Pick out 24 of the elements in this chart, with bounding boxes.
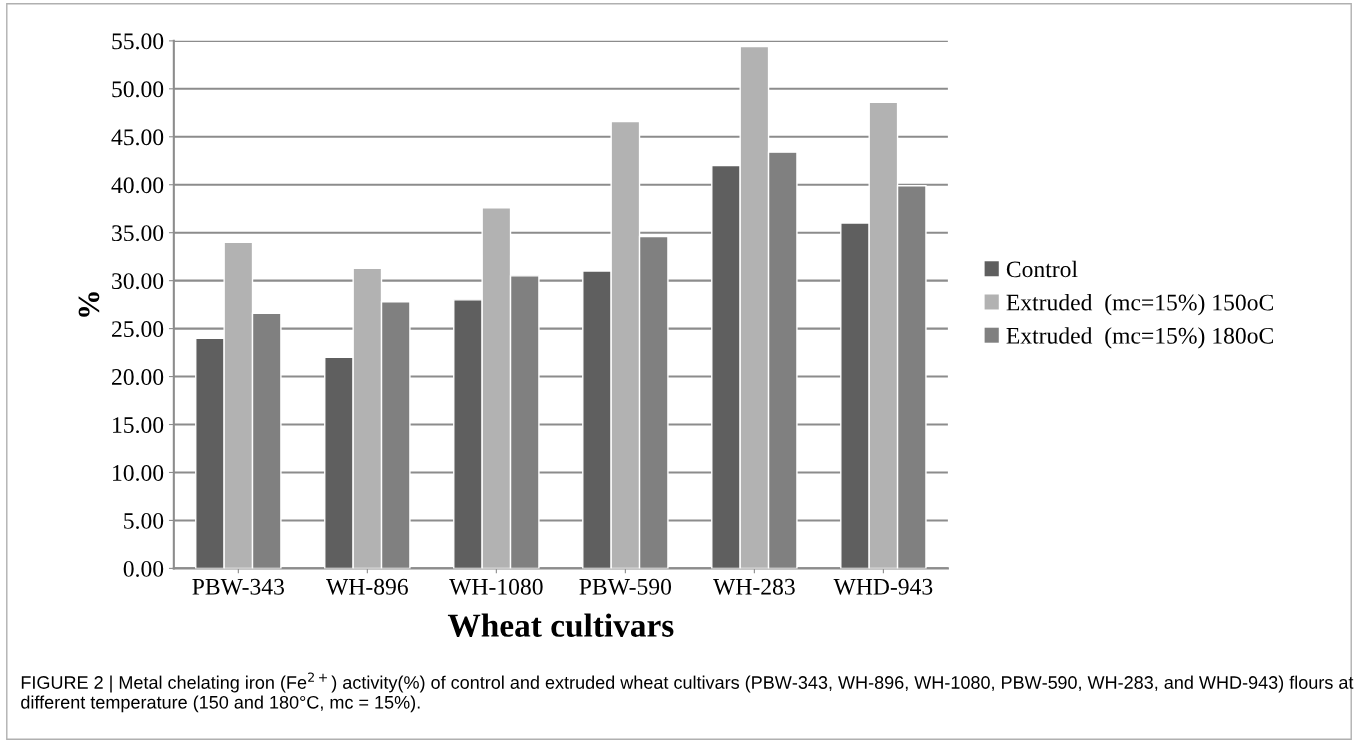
caption: FIGURE 2 | Metal chelating iron (Fe$^{2+}$) activity(%) of control and extruded wheat cultivars (PBW-343, WH-896, WH-1080, PBW-590, WH-283, and WHD-943) flours at different temperature (150 and 180°C, mc = 15%). (21, 672, 1354, 713)
y-tick-label: 20.00 (112, 369, 164, 386)
x-axis-title: Wheat cultivars (447, 613, 674, 638)
x-tick-label: WHD-943 (833, 578, 933, 595)
x-tick-label: WH-896 (326, 578, 408, 595)
x-tick-label: PBW-343 (192, 578, 284, 595)
y-tick-label: 50.00 (112, 81, 164, 98)
y-tick-label: 5.00 (124, 512, 164, 529)
y-tick-label: 15.00 (113, 417, 164, 434)
x-tick-label: PBW-590 (579, 578, 672, 595)
x-tick-label: WH-283 (713, 578, 795, 595)
y-tick-label: 10.00 (113, 464, 164, 482)
y-tick-label: 40.00 (111, 177, 164, 194)
y-axis-title: % (78, 292, 100, 317)
y-tick-label: 35.00 (112, 225, 164, 242)
legend-label: Extruded (mc=15%) 150oC (1006, 293, 1273, 316)
legend-label: Extruded (mc=15%) 180oC (1006, 327, 1273, 349)
y-tick-label: 55.00 (112, 33, 164, 50)
x-tick-label: WH-1080 (449, 578, 543, 595)
y-tick-label: 45.00 (111, 129, 164, 146)
y-tick-label: 25.00 (112, 321, 164, 338)
y-tick-label: 0.00 (123, 560, 164, 577)
legend-label: Control (1006, 260, 1078, 278)
y-tick-label: 30.00 (112, 273, 164, 290)
